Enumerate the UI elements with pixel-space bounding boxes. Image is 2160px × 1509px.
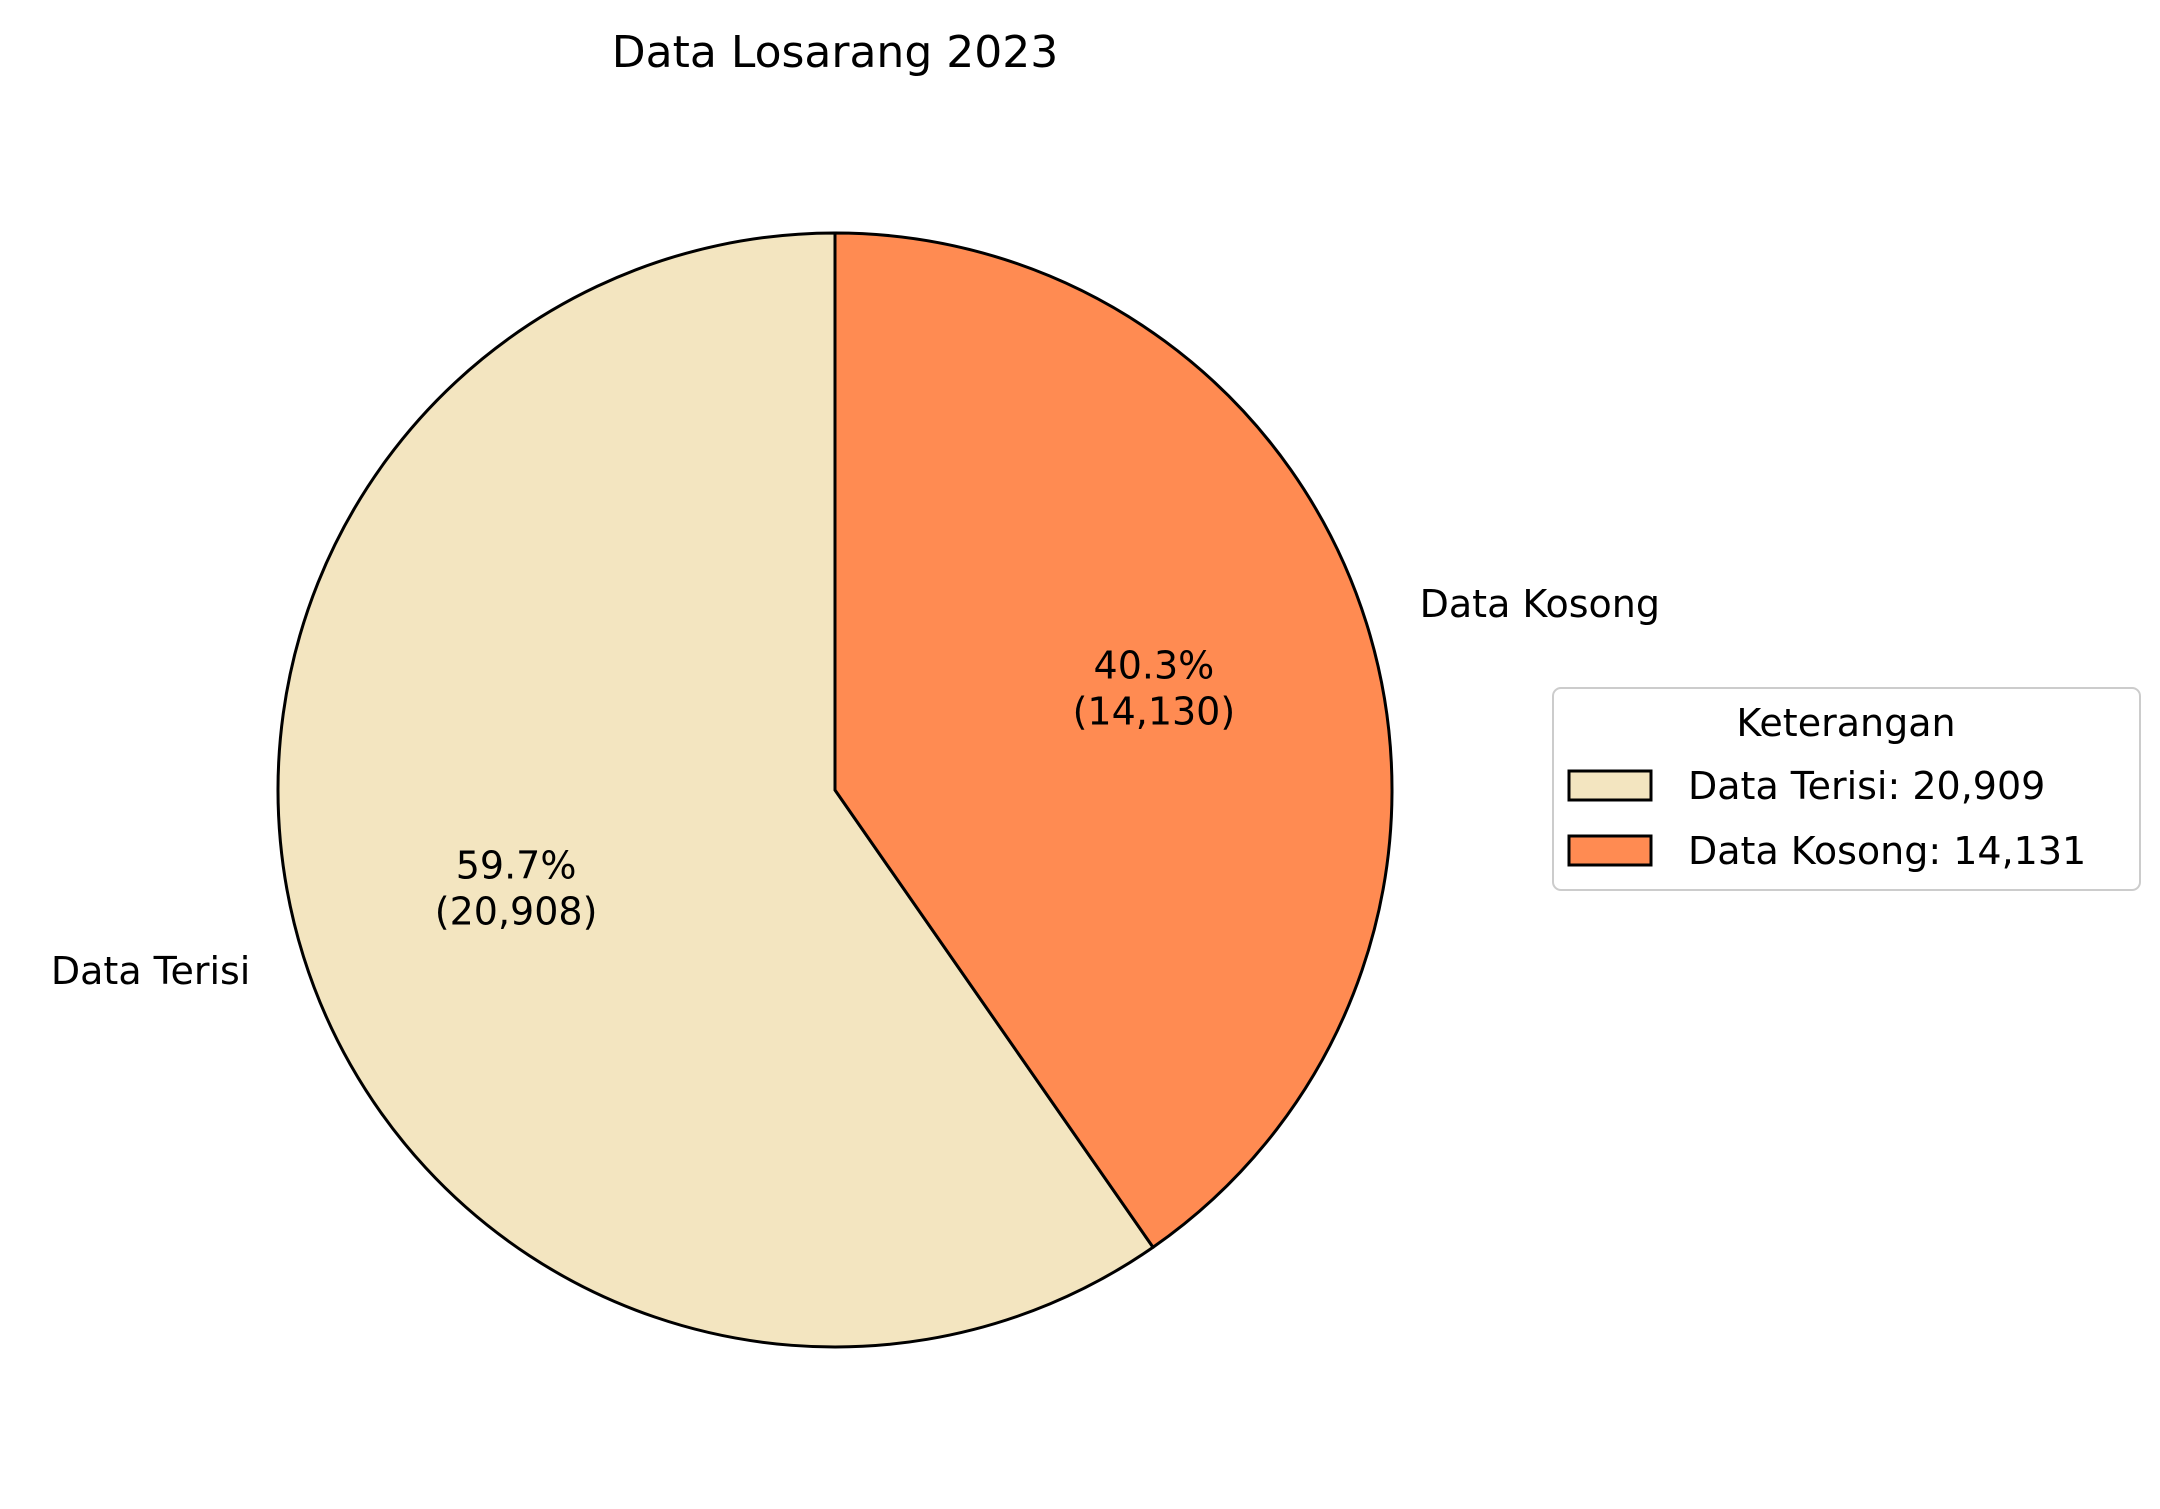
slice-percent-label: 59.7%	[456, 843, 577, 887]
slice-label-data-terisi: Data Terisi	[51, 949, 250, 993]
pie-slice-data-terisi	[276, 231, 1155, 1349]
slice-value-label: (14,130)	[1073, 690, 1236, 734]
legend-entry-data-terisi: Data Terisi: 20,909	[1688, 764, 2045, 808]
pie-slice-data-kosong	[833, 231, 1394, 1249]
legend-entry-data-kosong: Data Kosong: 14,131	[1688, 829, 2086, 873]
legend-title: Keterangan	[1736, 701, 1955, 745]
legend-swatch-data-kosong	[1567, 834, 1653, 867]
slice-value-label: (20,908)	[435, 889, 598, 933]
slice-percent-label: 40.3%	[1094, 644, 1215, 688]
slice-label-data-kosong: Data Kosong	[1420, 582, 1660, 626]
legend-swatch-data-terisi	[1567, 769, 1653, 802]
chart-title: Data Losarang 2023	[612, 27, 1058, 78]
pie-slices	[276, 231, 1394, 1349]
pie-labels: Data Terisi 59.7%(20,908) Data Kosong 40.3%…	[51, 582, 1660, 993]
legend-frame	[1552, 687, 2141, 891]
legend: Keterangan Data Terisi: 20,909 Data Koso…	[1552, 687, 2141, 891]
